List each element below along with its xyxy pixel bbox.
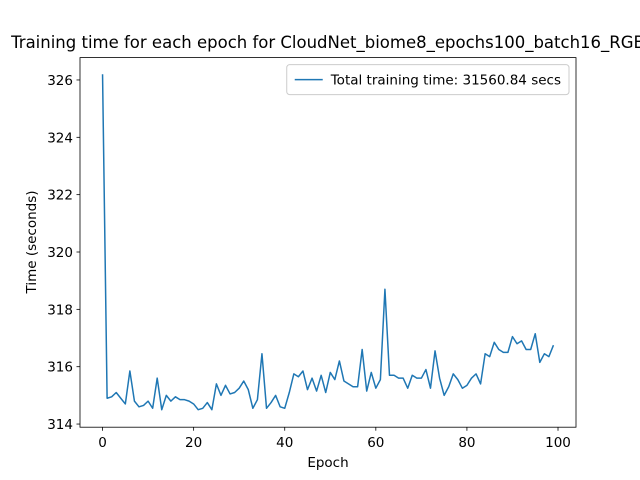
y-tick-label: 318 <box>47 302 73 318</box>
y-tick-label: 316 <box>47 360 73 376</box>
legend: Total training time: 31560.84 secs <box>286 64 570 96</box>
x-axis-label: Epoch <box>307 455 348 471</box>
x-tick-label: 60 <box>367 435 384 451</box>
legend-box <box>286 64 570 96</box>
x-tick-label: 80 <box>458 435 475 451</box>
x-tick-label: 0 <box>98 435 107 451</box>
y-tick-label: 326 <box>47 73 73 89</box>
y-tick-label: 314 <box>47 417 73 433</box>
legend-label: Total training time: 31560.84 secs <box>330 73 561 89</box>
y-tick-label: 322 <box>47 188 73 204</box>
line-series <box>101 74 555 411</box>
x-tick-label: 20 <box>185 435 202 451</box>
y-axis-label: Time (seconds) <box>24 190 40 294</box>
chart-title: Training time for each epoch for CloudNe… <box>10 33 640 53</box>
axes-frame <box>79 57 577 428</box>
x-tick-label: 100 <box>545 435 571 451</box>
x-tick-label: 40 <box>276 435 293 451</box>
y-tick-label: 324 <box>47 130 73 146</box>
y-tick-label: 320 <box>47 245 73 261</box>
